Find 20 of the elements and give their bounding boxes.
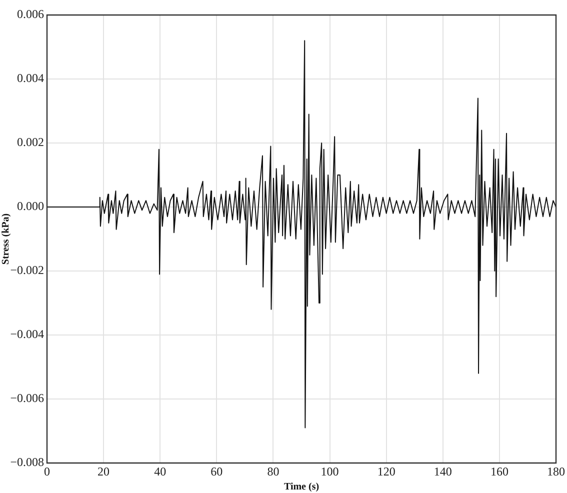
- x-axis-title: Time (s): [284, 482, 320, 493]
- y-tick-label: −0.002: [10, 263, 44, 278]
- x-tick-label: 100: [320, 464, 339, 478]
- y-tick-label: −0.006: [10, 391, 44, 406]
- y-tick-label: −0.004: [10, 327, 44, 342]
- x-tick-label: 0: [44, 464, 50, 478]
- y-tick-label: 0.002: [17, 135, 44, 150]
- y-tick-label: 0.000: [17, 199, 44, 214]
- x-tick-label: 180: [547, 464, 565, 478]
- x-tick-label: 80: [267, 464, 280, 478]
- y-tick-label: 0.006: [17, 7, 44, 22]
- y-tick-label: −0.008: [10, 455, 44, 470]
- x-tick-label: 60: [210, 464, 223, 478]
- y-tick-label: 0.004: [17, 71, 44, 86]
- x-tick-label: 140: [434, 464, 452, 478]
- x-tick-label: 160: [490, 464, 508, 478]
- x-tick-label: 40: [154, 464, 166, 478]
- y-axis-title: Stress (kPa): [0, 213, 12, 265]
- x-tick-label: 120: [377, 464, 396, 478]
- x-tick-label: 20: [98, 464, 110, 478]
